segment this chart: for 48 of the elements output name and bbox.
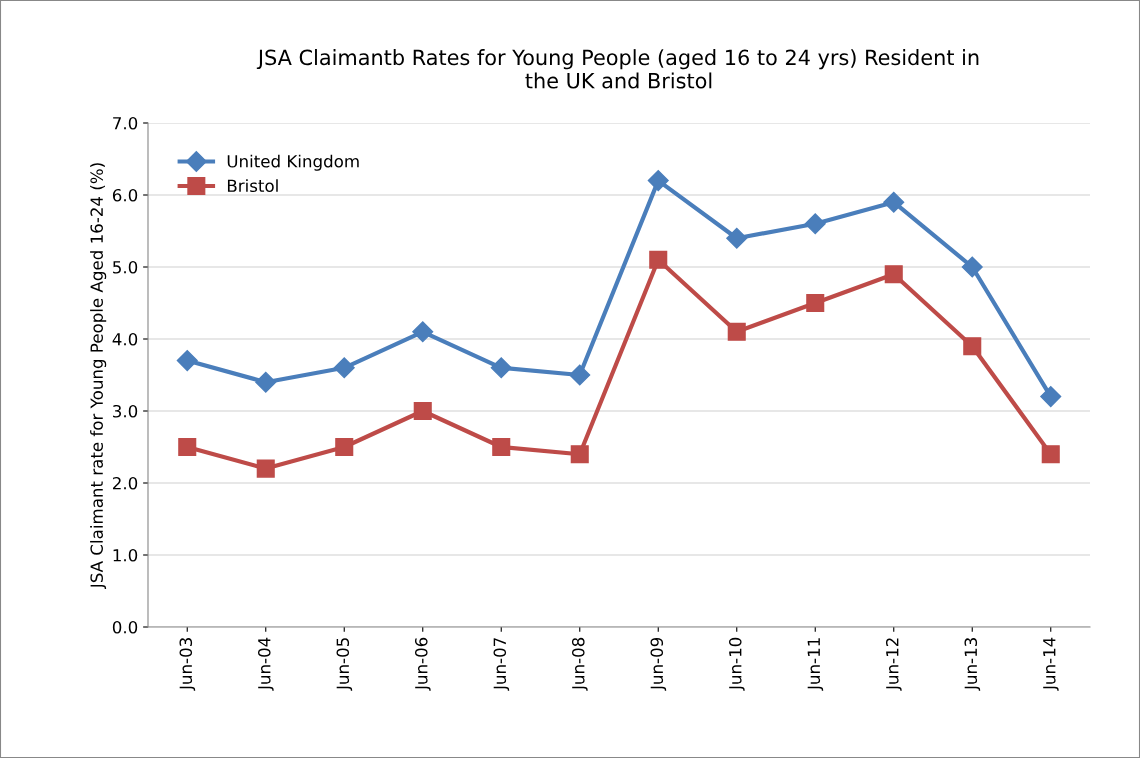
y-tick-label: 6.0 (112, 188, 138, 202)
point (333, 357, 355, 379)
point (412, 321, 434, 343)
point (492, 437, 511, 457)
y-axis-title: JSA Claimant rate for Young People Aged 16-24 (%) (90, 163, 107, 590)
x-tick-label: Jun-07 (493, 638, 510, 691)
chart-title: JSA Claimantb Rates for Young People (aged 16 to 24 yrs) Resident in the UK and Bristol (256, 49, 979, 89)
point (726, 227, 748, 249)
point (806, 293, 825, 313)
x-tick-label: Jun-08 (571, 637, 588, 691)
y-tick-label: 1.0 (113, 548, 138, 562)
x-tick-label: Jun-04 (257, 637, 274, 691)
legend-label: Bristol (227, 179, 278, 193)
point (256, 459, 275, 478)
x-tick-label: Jun-09 (650, 637, 667, 691)
x-tick-label: Jun-03 (179, 638, 196, 691)
x-tick-label: Jun-14 (1043, 637, 1059, 691)
x-tick-label: Jun-06 (414, 637, 431, 691)
x-tick-label: Jun-13 (964, 638, 981, 691)
point (649, 250, 668, 269)
point (647, 170, 669, 192)
point (490, 357, 512, 379)
point (1041, 445, 1060, 464)
point (335, 437, 354, 457)
point (413, 401, 432, 421)
point (963, 337, 982, 356)
point (255, 371, 277, 393)
point (884, 265, 903, 284)
legend-label: United Kingdom (227, 154, 359, 171)
x-tick-label: Jun-12 (885, 638, 902, 691)
y-tick-label: 4.0 (112, 332, 138, 346)
point (178, 437, 197, 457)
point (1040, 386, 1062, 408)
point (176, 350, 198, 372)
point (570, 445, 589, 464)
point (727, 322, 746, 341)
y-tick-label: 2.0 (112, 476, 138, 490)
x-tick-label: Jun-05 (336, 638, 353, 691)
point (804, 213, 826, 235)
y-tick-label: 7.0 (113, 116, 138, 130)
point (961, 256, 983, 278)
y-tick-label: 5.0 (113, 260, 138, 274)
point (569, 364, 591, 386)
point (883, 191, 905, 213)
x-tick-label: Jun-10 (728, 637, 745, 691)
x-tick-label: Jun-11 (807, 638, 824, 691)
y-tick-label: 0.0 (112, 620, 138, 634)
y-tick-label: 3.0 (113, 404, 138, 418)
